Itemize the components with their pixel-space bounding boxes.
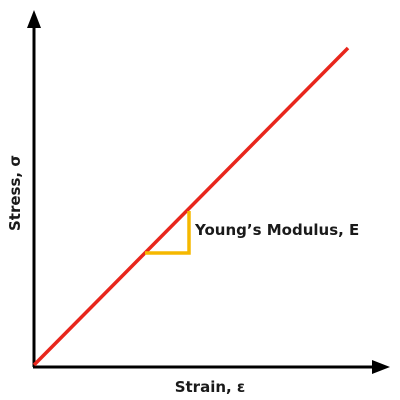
y-axis-label: Stress, σ xyxy=(6,155,24,231)
slope-triangle xyxy=(145,211,191,255)
stress-strain-line xyxy=(32,46,350,367)
youngs-modulus-label: Young’s Modulus, E xyxy=(194,221,359,239)
x-axis-label: Strain, ε xyxy=(175,378,246,396)
axes xyxy=(27,10,390,374)
y-axis-arrowhead xyxy=(27,10,41,28)
x-axis-arrowhead xyxy=(372,360,390,374)
